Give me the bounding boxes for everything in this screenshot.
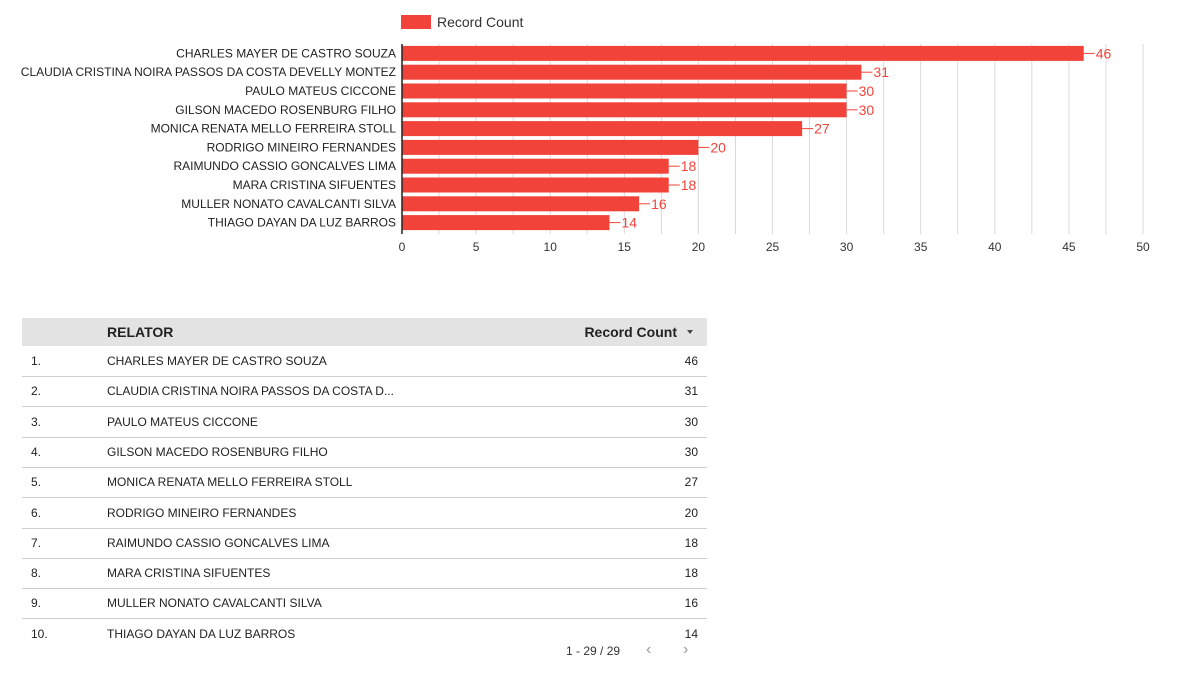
relator-cell: PAULO MATEUS CICCONE bbox=[107, 414, 258, 429]
category-label: CLAUDIA CRISTINA NOIRA PASSOS DA COSTA D… bbox=[21, 65, 396, 79]
table-row[interactable]: 4. GILSON MACEDO ROSENBURG FILHO 30 bbox=[22, 437, 707, 468]
x-tick-label: 40 bbox=[988, 240, 1002, 254]
bar bbox=[402, 196, 640, 212]
table-row[interactable]: 7. RAIMUNDO CASSIO GONCALVES LIMA 18 bbox=[22, 528, 707, 559]
bar bbox=[402, 102, 847, 118]
bar bbox=[402, 215, 610, 231]
x-tick-label: 35 bbox=[914, 240, 928, 254]
data-table: RELATOR Record Count 1. CHARLES MAYER DE … bbox=[22, 318, 707, 638]
chart-svg: 0 5 10 15 20 25 30 35 40 45 50 CHARLES MAYER DE CAS… bbox=[21, 44, 1150, 254]
record-count-cell: 18 bbox=[684, 535, 698, 550]
record-count-cell: 30 bbox=[684, 444, 698, 459]
row-index: 8. bbox=[31, 566, 42, 581]
bar bbox=[402, 121, 803, 137]
row-index: 9. bbox=[31, 596, 42, 611]
record-count-cell: 18 bbox=[684, 566, 698, 581]
data-label: 20 bbox=[710, 139, 726, 155]
row-index: 7. bbox=[31, 535, 42, 550]
row-index: 5. bbox=[31, 475, 42, 490]
relator-cell: THIAGO DAYAN DA LUZ BARROS bbox=[107, 626, 296, 638]
category-label: RODRIGO MINEIRO FERNANDES bbox=[207, 140, 396, 154]
row-index: 3. bbox=[31, 414, 42, 429]
data-label: 14 bbox=[621, 215, 637, 231]
x-tick-label: 30 bbox=[840, 240, 854, 254]
table-row[interactable]: 5. MONICA RENATA MELLO FERREIRA STOLL 27 bbox=[22, 467, 707, 499]
bar bbox=[402, 177, 669, 193]
category-label: RAIMUNDO CASSIO GONCALVES LIMA bbox=[174, 159, 397, 173]
x-tick-label: 5 bbox=[473, 240, 480, 254]
column-header-relator[interactable]: RELATOR bbox=[107, 324, 174, 340]
chart-legend[interactable]: Record Count bbox=[401, 14, 523, 30]
relator-cell: RODRIGO MINEIRO FERNANDES bbox=[107, 505, 297, 520]
category-label: THIAGO DAYAN DA LUZ BARROS bbox=[208, 216, 396, 230]
previous-page-icon[interactable]: ‹ bbox=[646, 641, 652, 658]
sort-descending-icon[interactable] bbox=[687, 330, 693, 334]
bar bbox=[402, 45, 1084, 61]
x-tick-label: 45 bbox=[1062, 240, 1076, 254]
record-count-cell: 31 bbox=[684, 384, 698, 399]
category-label: CHARLES MAYER DE CASTRO SOUZA bbox=[176, 46, 396, 60]
x-tick-label: 25 bbox=[766, 240, 780, 254]
record-count-cell: 14 bbox=[684, 626, 698, 638]
relator-cell: CHARLES MAYER DE CASTRO SOUZA bbox=[107, 354, 327, 368]
table-body: 1. CHARLES MAYER DE CASTRO SOUZA 46 2. CLAUD… bbox=[22, 346, 707, 638]
relator-cell: MONICA RENATA MELLO FERREIRA STOLL bbox=[107, 475, 353, 490]
relator-cell: MARA CRISTINA SIFUENTES bbox=[107, 566, 271, 581]
data-label: 46 bbox=[1096, 45, 1112, 61]
table-row[interactable]: 9. MULLER NONATO CAVALCANTI SILVA 16 bbox=[22, 588, 707, 620]
table-row[interactable]: 10. THIAGO DAYAN DA LUZ BARROS 14 bbox=[22, 619, 707, 638]
table-row[interactable]: 1. CHARLES MAYER DE CASTRO SOUZA 46 bbox=[22, 346, 707, 377]
relator-cell: RAIMUNDO CASSIO GONCALVES LIMA bbox=[107, 535, 330, 550]
x-tick-label: 20 bbox=[692, 240, 706, 254]
column-header-record-count[interactable]: Record Count bbox=[584, 324, 677, 340]
table-row[interactable]: 6. RODRIGO MINEIRO FERNANDES 20 bbox=[22, 498, 707, 529]
record-count-cell: 30 bbox=[684, 414, 698, 429]
bar bbox=[402, 64, 862, 80]
x-tick-label: 50 bbox=[1136, 240, 1150, 254]
category-label: GILSON MACEDO ROSENBURG FILHO bbox=[175, 103, 396, 117]
table-row[interactable]: 2. CLAUDIA CRISTINA NOIRA PASSOS DA COSTA… bbox=[22, 376, 707, 408]
data-label: 18 bbox=[681, 177, 697, 193]
relator-cell: MULLER NONATO CAVALCANTI SILVA bbox=[107, 596, 322, 611]
row-index: 6. bbox=[31, 505, 42, 520]
data-label: 27 bbox=[814, 121, 830, 137]
category-label: MULLER NONATO CAVALCANTI SILVA bbox=[181, 197, 396, 211]
next-page-icon[interactable]: › bbox=[683, 641, 689, 658]
legend-swatch bbox=[401, 15, 431, 29]
record-count-cell: 46 bbox=[684, 354, 698, 368]
record-count-cell: 27 bbox=[684, 475, 698, 490]
relator-cell: CLAUDIA CRISTINA NOIRA PASSOS DA COSTA D… bbox=[107, 384, 394, 399]
category-label: MONICA RENATA MELLO FERREIRA STOLL bbox=[151, 122, 397, 136]
data-label: 30 bbox=[859, 83, 875, 99]
row-index: 1. bbox=[31, 354, 42, 368]
x-tick-label: 0 bbox=[399, 240, 406, 254]
row-index: 10. bbox=[31, 626, 48, 638]
pagination-label: 1 - 29 / 29 bbox=[566, 644, 621, 658]
bar bbox=[402, 158, 669, 174]
data-label: 16 bbox=[651, 196, 667, 212]
relator-cell: GILSON MACEDO ROSENBURG FILHO bbox=[107, 444, 328, 459]
record-count-cell: 16 bbox=[684, 596, 698, 611]
row-index: 4. bbox=[31, 444, 42, 459]
legend-label: Record Count bbox=[437, 14, 524, 30]
row-index: 2. bbox=[31, 384, 42, 399]
bar bbox=[402, 139, 699, 155]
category-label: PAULO MATEUS CICCONE bbox=[245, 84, 396, 98]
record-count-cell: 20 bbox=[684, 505, 698, 520]
data-label: 31 bbox=[873, 64, 889, 80]
bar-chart: Record Count 0 5 10 15 20 25 30 35 40 45 50 CHARLES… bbox=[0, 0, 1179, 270]
x-tick-label: 15 bbox=[618, 240, 632, 254]
data-label: 30 bbox=[859, 102, 875, 118]
table-row[interactable]: 3. PAULO MATEUS CICCONE 30 bbox=[22, 407, 707, 438]
x-tick-label: 10 bbox=[544, 240, 558, 254]
data-label: 18 bbox=[681, 158, 697, 174]
category-label: MARA CRISTINA SIFUENTES bbox=[233, 178, 396, 192]
table-header: RELATOR Record Count bbox=[22, 318, 707, 346]
table-row[interactable]: 8. MARA CRISTINA SIFUENTES 18 bbox=[22, 558, 707, 590]
bar bbox=[402, 83, 847, 99]
